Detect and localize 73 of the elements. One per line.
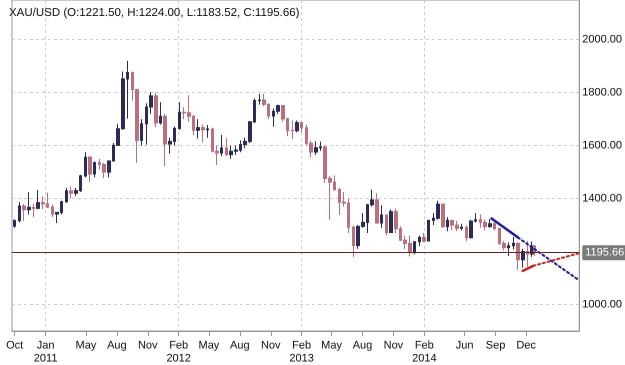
candlestick [201, 124, 205, 143]
candlestick [446, 216, 449, 232]
candlestick [427, 219, 430, 242]
candlestick [418, 235, 421, 247]
x-tick-label: Feb 2012 [166, 340, 191, 364]
x-tick-label: Nov [260, 340, 282, 352]
candlestick [206, 124, 209, 138]
candlestick [422, 232, 426, 243]
x-tick-label: Nov [384, 340, 404, 352]
candlestick [516, 242, 520, 270]
candlestick [159, 102, 162, 125]
candlestick [41, 196, 45, 210]
y-tick-label: 2000.00 [582, 34, 622, 46]
y-tick-label: 1400.00 [582, 192, 622, 205]
candlestick [69, 186, 73, 200]
candlestick [441, 203, 445, 228]
candlestick [36, 190, 40, 210]
candlestick [13, 218, 16, 228]
x-tick-label: May [198, 340, 220, 352]
candlestick [465, 225, 468, 242]
candlestick [84, 152, 87, 178]
candlestick [163, 113, 167, 167]
candlestick [413, 240, 416, 255]
candlestick [521, 248, 525, 268]
candlestick [507, 242, 510, 257]
x-tick-label: Jun [456, 340, 474, 352]
candlestick [51, 204, 54, 218]
candlestick [220, 134, 223, 157]
candlestick [32, 203, 35, 218]
y-tick-label: 1000.00 [582, 298, 622, 311]
candlestick [196, 118, 200, 139]
candlestick [140, 118, 143, 146]
candlestick [314, 140, 318, 156]
candlestick [295, 120, 299, 133]
candlestick [526, 240, 529, 268]
candlestick [18, 202, 21, 223]
candlestick [385, 214, 388, 236]
candlestick [460, 223, 463, 231]
candlestick [493, 222, 496, 231]
x-tick-label: Feb 2014 [412, 340, 437, 364]
candlestick [300, 121, 303, 133]
candlestick [291, 120, 294, 140]
candlestick [389, 208, 393, 234]
candlestick [65, 188, 68, 204]
candlestick [102, 162, 106, 178]
candlestick [22, 203, 26, 222]
x-tick-label: Aug [352, 340, 372, 352]
candlestick [512, 236, 515, 250]
x-tick-label: Dec [516, 340, 536, 352]
x-tick-label: Aug [230, 340, 250, 352]
x-tick-label: Oct [6, 340, 24, 352]
candlestick [375, 192, 379, 224]
candlestick [225, 138, 228, 157]
candlestick [154, 92, 158, 128]
candlestick [380, 204, 383, 228]
candlestick [93, 161, 96, 178]
candlestick [178, 102, 181, 130]
x-tick-label: May [76, 340, 97, 352]
text: XAU/USD (O:1221.50, H:1224.00, L:1183.52, C:1195.66) [9, 7, 300, 19]
candlestick [488, 218, 492, 228]
candlestick [258, 94, 261, 106]
x-tick-label: Jan 2011 [34, 340, 58, 364]
x-tick-label: Sep [486, 340, 506, 352]
x-tick-label: May [321, 340, 342, 352]
y-tick-label: 1600.00 [582, 140, 622, 152]
candlestick [88, 156, 92, 183]
x-tick-label: Nov [138, 340, 158, 352]
candlestick [27, 192, 31, 215]
ref-line-label: 1195.66 [585, 246, 624, 259]
candlestick [352, 225, 355, 258]
x-tick-label: Feb 2013 [289, 340, 314, 364]
x-tick-label: Aug [107, 340, 127, 352]
y-tick-label: 1800.00 [582, 86, 622, 99]
